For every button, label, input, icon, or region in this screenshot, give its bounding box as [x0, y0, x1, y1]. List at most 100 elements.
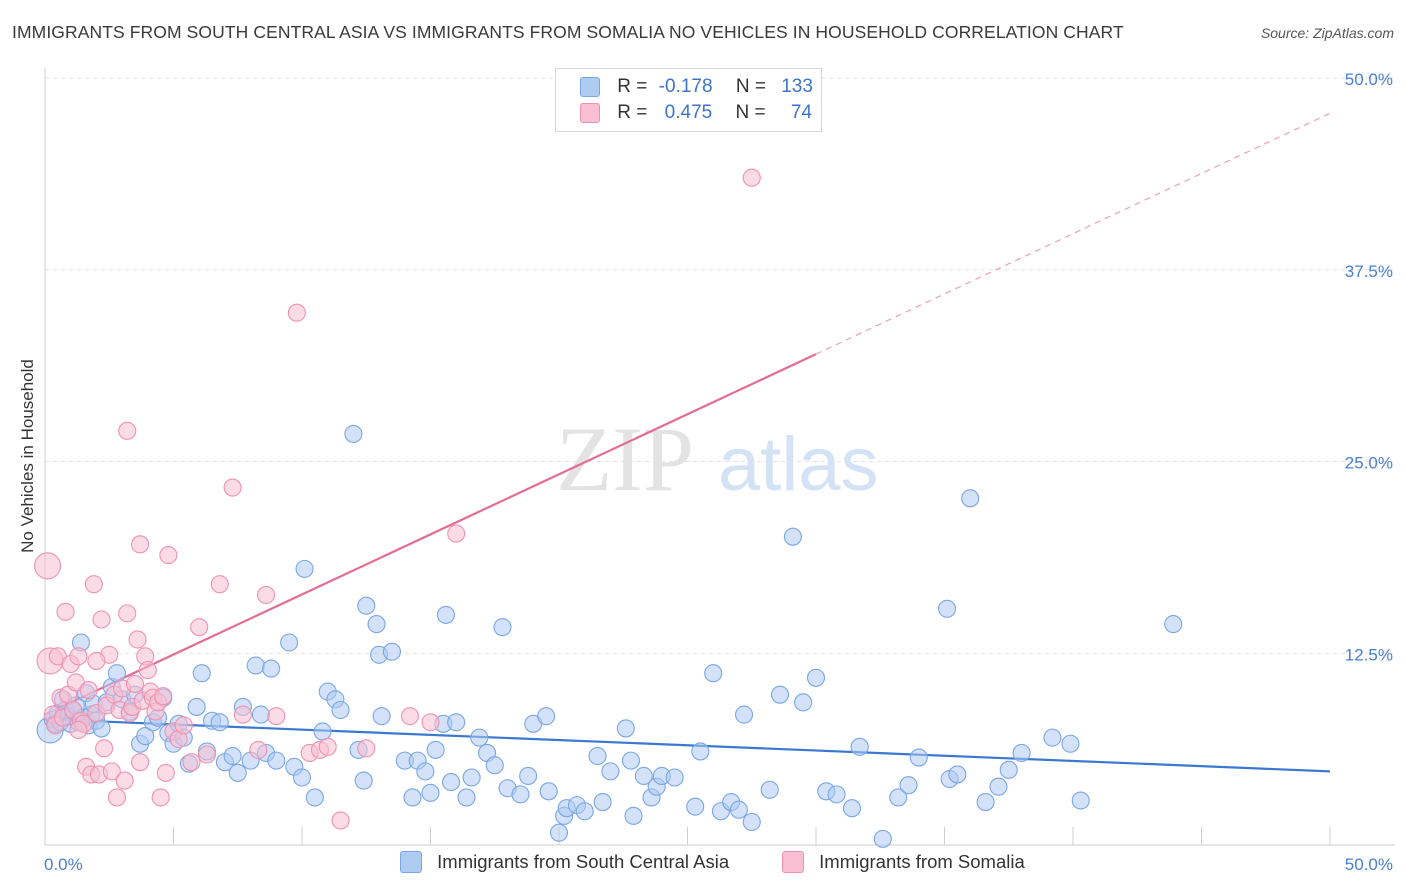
data-point-somalia: [69, 720, 88, 740]
data-point-south-central-asia: [1071, 791, 1090, 810]
legend-swatch-pink: [580, 103, 600, 123]
data-point-south-central-asia: [948, 765, 967, 784]
data-point-south-central-asia: [416, 762, 435, 781]
data-point-south-central-asia: [292, 768, 312, 787]
data-point-south-central-asia: [621, 751, 641, 770]
data-point-somalia: [287, 303, 306, 322]
data-point-south-central-asia: [909, 748, 928, 767]
data-point-south-central-asia: [539, 782, 558, 801]
data-point-somalia: [318, 737, 337, 756]
data-point-south-central-asia: [187, 697, 206, 716]
legend-n-label: N =: [735, 76, 766, 97]
data-point-somalia: [249, 740, 268, 759]
data-point-south-central-asia: [575, 802, 594, 821]
x-tick-label: 50.0%: [1345, 855, 1393, 874]
data-point-south-central-asia: [354, 771, 373, 790]
source-label[interactable]: Source: ZipAtlas.com: [1260, 25, 1394, 41]
data-point-south-central-asia: [262, 659, 281, 678]
data-point-south-central-asia: [989, 777, 1008, 796]
legend-n-value: 74: [790, 102, 813, 123]
data-point-somalia: [267, 707, 286, 726]
data-point-somalia: [151, 788, 170, 807]
data-point-south-central-asia: [593, 792, 612, 812]
y-tick-label: 37.5%: [1345, 262, 1393, 281]
data-point-south-central-asia: [357, 596, 376, 615]
data-point-somalia: [102, 762, 121, 781]
data-point-somalia: [190, 618, 209, 637]
legend-row-somalia: R = 0.475 N = 74: [580, 102, 812, 126]
data-point-somalia: [233, 705, 252, 724]
legend-swatch-blue: [580, 77, 600, 97]
data-point-south-central-asia: [485, 756, 504, 775]
data-point-south-central-asia: [794, 693, 813, 712]
data-point-south-central-asia: [588, 746, 607, 766]
data-point-south-central-asia: [280, 633, 299, 652]
data-point-south-central-asia: [827, 785, 846, 804]
data-point-somalia: [118, 421, 137, 440]
data-point-south-central-asia: [426, 740, 445, 759]
data-point-south-central-asia: [665, 768, 684, 787]
watermark-zip: ZIP: [556, 408, 694, 510]
data-point-somalia: [128, 630, 147, 649]
data-point-somalia: [118, 604, 137, 623]
data-point-somalia: [400, 707, 419, 726]
legend-row-south-central-asia: R = -0.178 N = 133: [580, 76, 813, 100]
data-point-south-central-asia: [850, 737, 869, 756]
y-axis-title: No Vehicles in Household: [18, 359, 37, 553]
data-point-south-central-asia: [267, 751, 286, 770]
data-point-south-central-asia: [251, 705, 270, 724]
data-point-south-central-asia: [457, 788, 476, 807]
chart-title: IMMIGRANTS FROM SOUTH CENTRAL ASIA VS IM…: [12, 22, 1124, 42]
data-point-south-central-asia: [999, 760, 1018, 779]
data-point-somalia: [421, 713, 440, 732]
data-point-somalia: [182, 753, 201, 772]
y-tick-label: 12.5%: [1345, 645, 1393, 664]
data-point-somalia: [223, 478, 242, 497]
data-point-south-central-asia: [305, 788, 324, 807]
bottom-legend-somalia[interactable]: Immigrants from Somalia: [782, 850, 1025, 874]
tick-labels: 12.5% 25.0% 37.5% 50.0% 0.0% 50.0%: [44, 70, 1393, 874]
data-point-somalia: [138, 661, 157, 680]
data-point-south-central-asia: [223, 746, 242, 766]
data-point-south-central-asia: [616, 719, 635, 738]
data-point-south-central-asia: [403, 788, 422, 807]
data-point-somalia: [331, 811, 350, 830]
data-point-somalia: [69, 647, 88, 666]
data-point-south-central-asia: [537, 707, 556, 726]
data-point-south-central-asia: [976, 792, 995, 812]
data-point-south-central-asia: [372, 707, 391, 726]
data-point-somalia: [131, 753, 150, 772]
data-point-somalia: [131, 535, 150, 554]
data-point-south-central-asia: [192, 664, 211, 683]
data-point-somalia: [154, 687, 173, 706]
data-point-south-central-asia: [729, 800, 748, 819]
data-point-south-central-asia: [601, 762, 620, 781]
trend-line-south-central-asia: [44, 718, 1331, 773]
data-point-south-central-asia: [436, 605, 455, 624]
legend-r-value: -0.178: [658, 76, 713, 97]
data-point-somalia: [79, 681, 98, 700]
data-point-south-central-asia: [107, 664, 127, 683]
data-point-south-central-asia: [686, 797, 705, 816]
data-point-somalia: [256, 585, 276, 605]
bottom-legend-south-central-asia[interactable]: Immigrants from South Central Asia: [400, 850, 729, 874]
data-point-somalia: [107, 788, 127, 807]
data-point-south-central-asia: [470, 728, 489, 747]
bottom-legend-swatch-pink: [782, 851, 804, 874]
data-point-somalia: [159, 546, 178, 565]
gridlines: [45, 77, 1395, 654]
data-point-south-central-asia: [1043, 728, 1062, 747]
data-point-somalia: [56, 602, 75, 621]
legend-r-value: 0.475: [664, 102, 713, 123]
data-point-south-central-asia: [961, 489, 980, 508]
data-point-south-central-asia: [511, 785, 530, 804]
data-point-south-central-asia: [228, 763, 247, 782]
data-point-south-central-asia: [873, 829, 892, 848]
data-point-somalia: [156, 763, 175, 782]
data-point-south-central-asia: [899, 776, 918, 795]
data-point-somalia: [210, 575, 229, 594]
legend-n-label: N =: [735, 102, 766, 123]
trend-lines: [44, 112, 1331, 773]
data-point-somalia: [84, 575, 103, 594]
